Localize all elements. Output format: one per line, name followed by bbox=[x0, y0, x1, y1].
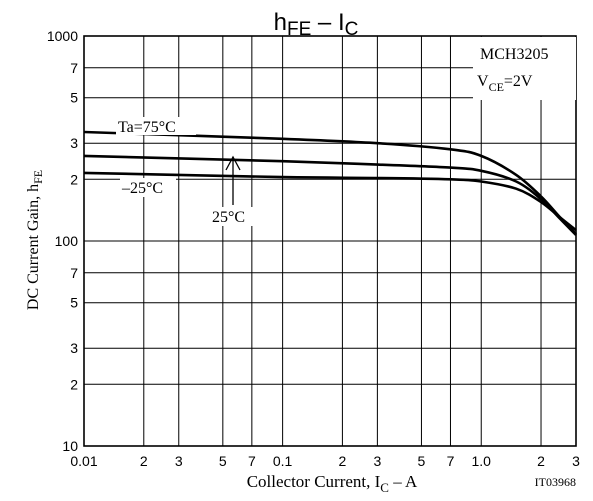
y-tick-label: 5 bbox=[70, 295, 78, 311]
y-tick-label: 5 bbox=[70, 90, 78, 106]
y-tick-label: 3 bbox=[70, 135, 78, 151]
title-sub-fe: FE bbox=[287, 19, 311, 40]
title-h: h bbox=[274, 9, 287, 36]
label-25: 25°C bbox=[212, 209, 245, 226]
y-label-sub: FE bbox=[31, 170, 45, 184]
vce-condition: VCE=2V bbox=[477, 73, 533, 94]
x-tick-label: 5 bbox=[219, 453, 227, 469]
x-tick-label: 7 bbox=[447, 453, 455, 469]
x-tick-label: 2 bbox=[537, 453, 545, 469]
label-ta75-bg bbox=[116, 117, 196, 135]
label-25-bg bbox=[210, 207, 260, 226]
x-tick-label: 0.01 bbox=[70, 453, 97, 469]
title-sep: – I bbox=[311, 9, 344, 36]
chart-title: hFE – IC bbox=[274, 9, 359, 40]
x-tick-label: 2 bbox=[339, 453, 347, 469]
figure-id: IT03968 bbox=[535, 475, 576, 489]
x-tick-label: 2 bbox=[140, 453, 148, 469]
y-tick-label: 2 bbox=[70, 376, 78, 392]
x-label-sub: C bbox=[380, 480, 389, 495]
label-minus25-bg bbox=[120, 178, 176, 197]
title-sub-c: C bbox=[345, 19, 359, 40]
x-tick-label: 0.1 bbox=[273, 453, 293, 469]
y-tick-label: 2 bbox=[70, 171, 78, 187]
part-number: MCH3205 bbox=[480, 46, 548, 63]
y-tick-label: 3 bbox=[70, 340, 78, 356]
arrow-25-head bbox=[225, 155, 241, 171]
y-tick-labels: 10 2 3 5 7 100 2 3 5 7 1000 bbox=[47, 28, 78, 454]
x-tick-label: 7 bbox=[248, 453, 256, 469]
x-label-pre: Collector Current, I bbox=[247, 472, 381, 491]
x-label-post: – A bbox=[389, 472, 418, 491]
series-curve-2 bbox=[83, 171, 577, 232]
grid bbox=[84, 36, 576, 446]
plot-frame bbox=[83, 35, 577, 447]
vce-post: =2V bbox=[504, 73, 533, 90]
y-tick-label: 7 bbox=[70, 60, 78, 76]
label-minus25: –25°C bbox=[121, 180, 163, 197]
x-axis-label: Collector Current, IC – A bbox=[247, 472, 418, 495]
y-axis-label: DC Current Gain, hFE bbox=[25, 170, 45, 310]
y-tick-label: 1000 bbox=[47, 28, 78, 44]
vce-sub: CE bbox=[489, 80, 504, 94]
vce-pre: V bbox=[477, 73, 489, 90]
y-tick-label: 100 bbox=[55, 233, 79, 249]
x-tick-label: 3 bbox=[175, 453, 183, 469]
label-ta75: Ta=75°C bbox=[118, 119, 176, 136]
x-tick-label: 3 bbox=[373, 453, 381, 469]
y-tick-label: 7 bbox=[70, 265, 78, 281]
legend-box bbox=[473, 37, 576, 100]
x-tick-label: 1.0 bbox=[472, 453, 492, 469]
y-label-pre: DC Current Gain, h bbox=[25, 184, 42, 310]
x-tick-label: 5 bbox=[418, 453, 426, 469]
y-tick-label: 10 bbox=[62, 438, 78, 454]
curves bbox=[83, 130, 577, 236]
x-tick-label: 3 bbox=[572, 453, 580, 469]
x-tick-labels: 0.01 2 3 5 7 0.1 2 3 5 7 1.0 2 3 bbox=[70, 453, 580, 469]
